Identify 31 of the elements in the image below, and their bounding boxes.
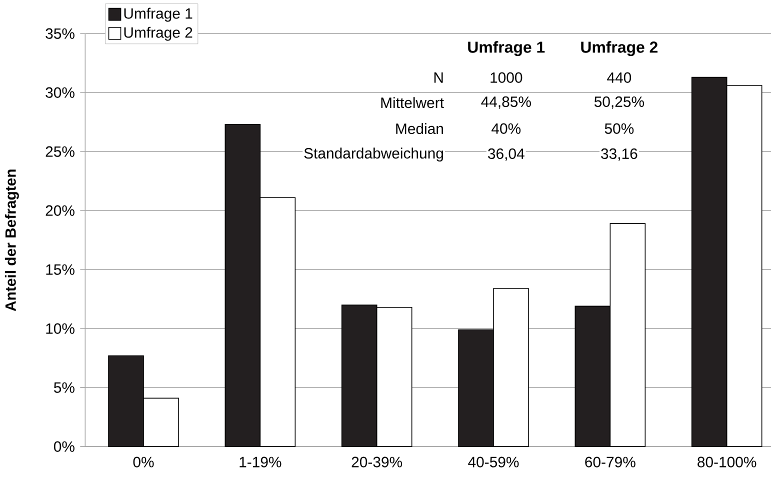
y-tick-label: 20% <box>46 205 74 216</box>
annotation: N <box>434 72 443 83</box>
annotation: Mittelwert <box>381 97 444 108</box>
x-tick-label: 40-59% <box>468 456 519 468</box>
legend-label: Umfrage 2 <box>124 26 192 41</box>
y-tick-label: 15% <box>46 264 74 275</box>
annotation: 50% <box>604 123 634 134</box>
y-tick-label: 25% <box>46 146 74 157</box>
annotation: 1000 <box>490 72 522 83</box>
x-tick-label: 20-39% <box>352 456 402 468</box>
annotation: 44,85% <box>481 96 531 109</box>
annotation: 50,25% <box>594 96 644 109</box>
annotation: 440 <box>607 72 632 83</box>
y-tick-label: 30% <box>46 87 74 98</box>
y-tick-label: 10% <box>46 323 74 334</box>
y-tick-label: 0% <box>54 441 74 452</box>
x-tick-label: 1-19% <box>240 456 282 468</box>
x-tick-label: 60-79% <box>585 456 636 468</box>
y-axis-title: Anteil der Befragten <box>4 170 19 312</box>
annotation: 40% <box>492 123 521 134</box>
annotation: Standardabweichung <box>304 148 443 162</box>
annotation: 33,16 <box>601 148 638 161</box>
annotation: 36,04 <box>488 148 524 161</box>
x-tick-label: 0% <box>133 456 154 468</box>
annotation: Median <box>396 123 444 134</box>
y-tick-label: 35% <box>46 28 74 39</box>
annotation: Umfrage 2 <box>581 41 658 56</box>
legend-label: Umfrage 1 <box>124 8 192 22</box>
y-tick-label: 5% <box>54 382 74 393</box>
annotation: Umfrage 1 <box>468 41 545 56</box>
x-tick-label: 80-100% <box>698 456 756 468</box>
